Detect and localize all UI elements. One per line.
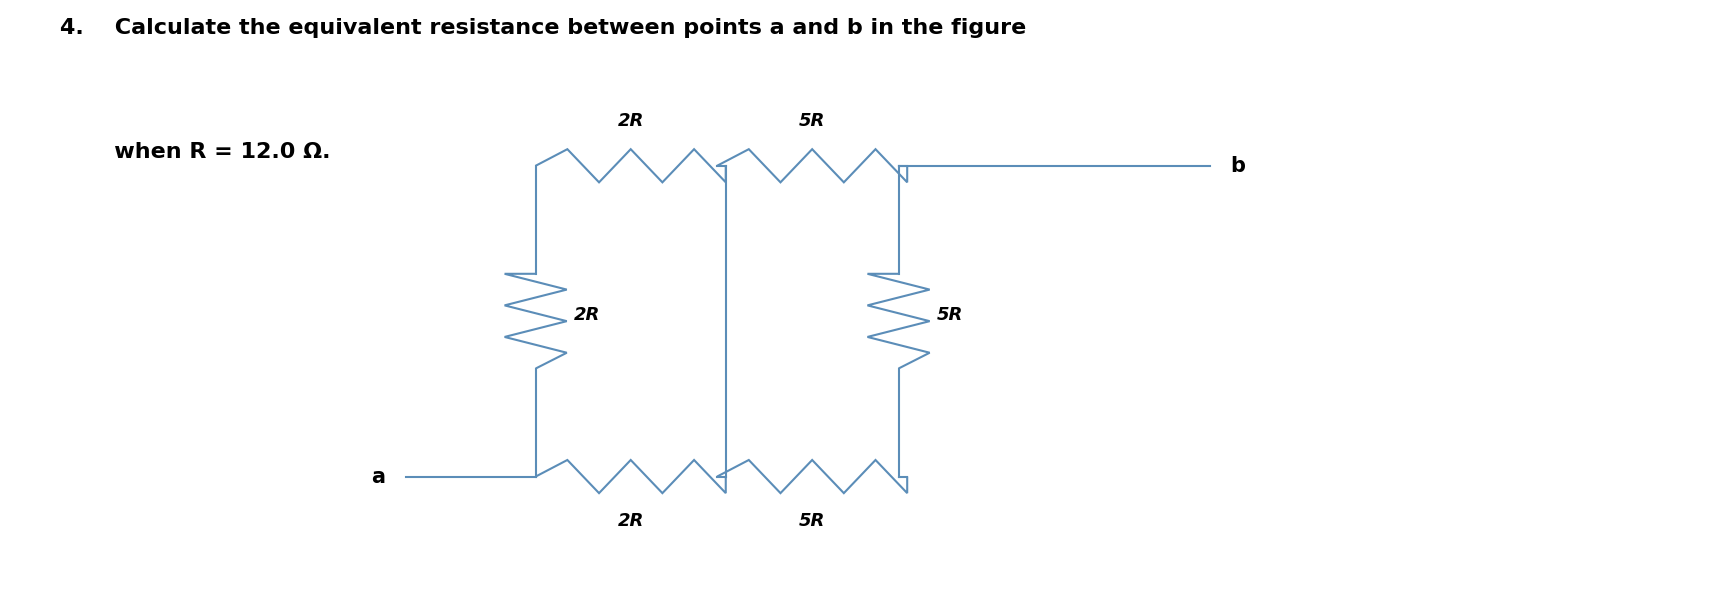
Text: when R = 12.0 Ω.: when R = 12.0 Ω. <box>60 142 332 162</box>
Text: 2R: 2R <box>617 512 645 530</box>
Text: 5R: 5R <box>798 512 826 530</box>
Text: 4.    Calculate the equivalent resistance between points a and b in the figure: 4. Calculate the equivalent resistance b… <box>60 18 1026 38</box>
Text: 2R: 2R <box>574 306 600 324</box>
Text: 2R: 2R <box>617 112 645 130</box>
Text: a: a <box>372 466 385 487</box>
Text: 5R: 5R <box>937 306 962 324</box>
Text: 5R: 5R <box>798 112 826 130</box>
Text: b: b <box>1230 156 1246 176</box>
